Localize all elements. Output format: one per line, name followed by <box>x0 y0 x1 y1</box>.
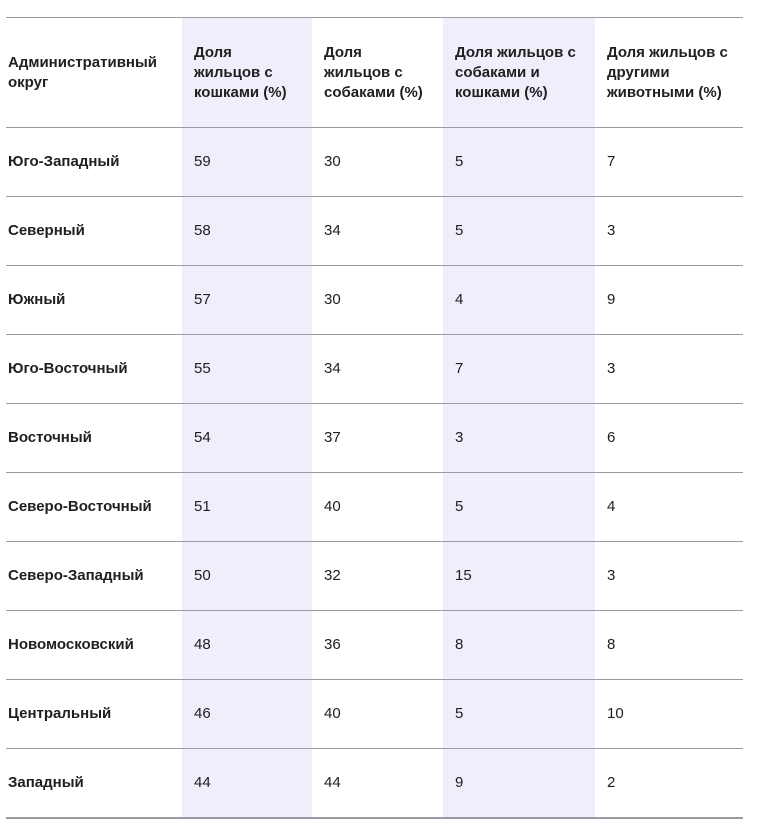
cats-cell: 51 <box>182 472 312 542</box>
dogs-cell: 36 <box>312 610 443 680</box>
dogs-cell: 44 <box>312 748 443 819</box>
dogs-and-cats-cell: 4 <box>443 265 595 335</box>
dogs-and-cats-cell: 5 <box>443 679 595 749</box>
header-dogs-and-cats-line: Доля жильцов с <box>455 43 576 61</box>
header-dogs-line: собаками (%) <box>324 83 423 101</box>
table-row: Северный 58 34 5 3 <box>6 196 743 266</box>
other-animals-cell: 2 <box>595 748 743 819</box>
header-dogs-line: жильцов с <box>324 63 403 81</box>
pet-ownership-table: Административный округ Доля жильцов с ко… <box>6 17 743 819</box>
other-animals-cell: 3 <box>595 541 743 611</box>
dogs-and-cats-cell: 3 <box>443 403 595 473</box>
table-row: Северо-Восточный 51 40 5 4 <box>6 472 743 542</box>
header-cats-line: жильцов с <box>194 63 273 81</box>
dogs-cell: 30 <box>312 265 443 335</box>
other-animals-cell: 9 <box>595 265 743 335</box>
header-cats-line: кошками (%) <box>194 83 287 101</box>
dogs-cell: 34 <box>312 334 443 404</box>
dogs-cell: 37 <box>312 403 443 473</box>
district-cell: Южный <box>6 265 182 335</box>
dogs-and-cats-cell: 15 <box>443 541 595 611</box>
header-dogs-and-cats: Доля жильцов с собаками и кошками (%) <box>443 17 595 128</box>
cats-cell: 55 <box>182 334 312 404</box>
cats-cell: 50 <box>182 541 312 611</box>
other-animals-cell: 6 <box>595 403 743 473</box>
district-cell: Восточный <box>6 403 182 473</box>
table-row: Юго-Западный 59 30 5 7 <box>6 127 743 197</box>
dogs-and-cats-cell: 5 <box>443 127 595 197</box>
header-other-animals-line: Доля жильцов с <box>607 43 728 61</box>
dogs-cell: 34 <box>312 196 443 266</box>
district-cell: Центральный <box>6 679 182 749</box>
header-district: Административный округ <box>6 17 182 128</box>
other-animals-cell: 7 <box>595 127 743 197</box>
other-animals-cell: 3 <box>595 334 743 404</box>
header-other-animals: Доля жильцов с другими животными (%) <box>595 17 743 128</box>
district-cell: Юго-Западный <box>6 127 182 197</box>
cats-cell: 57 <box>182 265 312 335</box>
district-cell: Западный <box>6 748 182 819</box>
cats-cell: 59 <box>182 127 312 197</box>
header-dogs-and-cats-line: собаками и <box>455 63 540 81</box>
district-cell: Северо-Западный <box>6 541 182 611</box>
table-row: Восточный 54 37 3 6 <box>6 403 743 473</box>
other-animals-cell: 10 <box>595 679 743 749</box>
district-cell: Северный <box>6 196 182 266</box>
header-row: Административный округ Доля жильцов с ко… <box>6 17 743 128</box>
table-row: Юго-Восточный 55 34 7 3 <box>6 334 743 404</box>
other-animals-cell: 3 <box>595 196 743 266</box>
district-cell: Новомосковский <box>6 610 182 680</box>
dogs-and-cats-cell: 9 <box>443 748 595 819</box>
dogs-cell: 40 <box>312 472 443 542</box>
dogs-and-cats-cell: 7 <box>443 334 595 404</box>
header-cats: Доля жильцов с кошками (%) <box>182 17 312 128</box>
district-cell: Северо-Восточный <box>6 472 182 542</box>
header-district-line: Административный <box>8 53 158 71</box>
table-row: Южный 57 30 4 9 <box>6 265 743 335</box>
header-district-line: округ <box>8 73 49 91</box>
dogs-and-cats-cell: 8 <box>443 610 595 680</box>
cats-cell: 54 <box>182 403 312 473</box>
dogs-cell: 40 <box>312 679 443 749</box>
other-animals-cell: 4 <box>595 472 743 542</box>
cats-cell: 48 <box>182 610 312 680</box>
table-row: Центральный 46 40 5 10 <box>6 679 743 749</box>
table-row: Новомосковский 48 36 8 8 <box>6 610 743 680</box>
dogs-cell: 30 <box>312 127 443 197</box>
district-cell: Юго-Восточный <box>6 334 182 404</box>
dogs-cell: 32 <box>312 541 443 611</box>
header-dogs: Доля жильцов с собаками (%) <box>312 17 443 128</box>
cats-cell: 58 <box>182 196 312 266</box>
cats-cell: 46 <box>182 679 312 749</box>
header-cats-line: Доля <box>194 43 232 61</box>
table-row: Северо-Западный 50 32 15 3 <box>6 541 743 611</box>
header-dogs-line: Доля <box>324 43 362 61</box>
pet-ownership-table-container: Административный округ Доля жильцов с ко… <box>6 17 743 819</box>
cats-cell: 44 <box>182 748 312 819</box>
header-other-animals-line: животными (%) <box>607 83 722 101</box>
table-row: Западный 44 44 9 2 <box>6 748 743 819</box>
other-animals-cell: 8 <box>595 610 743 680</box>
header-dogs-and-cats-line: кошками (%) <box>455 83 548 101</box>
header-other-animals-line: другими <box>607 63 670 81</box>
dogs-and-cats-cell: 5 <box>443 472 595 542</box>
dogs-and-cats-cell: 5 <box>443 196 595 266</box>
